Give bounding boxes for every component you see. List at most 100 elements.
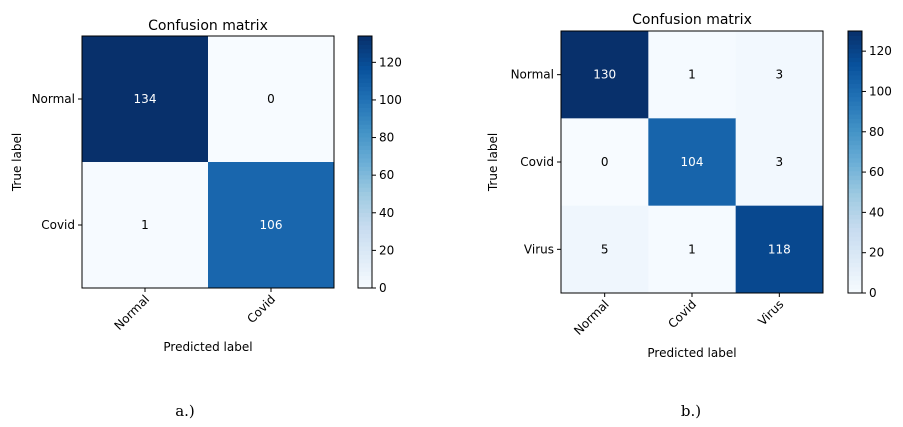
cell-value-label: 104 [681, 155, 704, 169]
colorbar-segment [848, 223, 862, 229]
heatmap-cell [648, 118, 737, 207]
colorbar-segment [358, 237, 372, 243]
chart-a-y-ticks: Normal Covid [32, 92, 82, 232]
colorbar-segment [848, 122, 862, 128]
y-tick-label: Normal [32, 92, 75, 106]
colorbar-segment [848, 210, 862, 215]
colorbar-segment [848, 70, 862, 76]
colorbar-segment [358, 157, 372, 163]
colorbar-segment [848, 218, 862, 224]
chart-a-ylabel: True label [10, 133, 24, 192]
colorbar-frame [357, 35, 373, 289]
colorbar-segment [848, 109, 862, 115]
colorbar-segment [358, 141, 372, 146]
x-tick-label: Covid [244, 292, 278, 326]
heatmap-cell [208, 36, 335, 163]
colorbar-segment [358, 204, 372, 209]
colorbar-segment [848, 35, 862, 41]
chart-a-caption: a.) [175, 402, 195, 420]
colorbar-segment [848, 148, 862, 154]
x-tick-label: Normal [112, 292, 153, 333]
colorbar-tick-label: 100 [379, 93, 402, 107]
colorbar-segment [848, 179, 862, 185]
heatmap-cell [735, 205, 824, 294]
colorbar-segment [358, 241, 372, 247]
colorbar-tick-label: 20 [379, 243, 394, 257]
colorbar-segment [848, 83, 862, 89]
colorbar-segment [848, 61, 862, 67]
heatmap-cell [82, 36, 209, 163]
colorbar-tick-label: 80 [869, 125, 884, 139]
chart-a-title: Confusion matrix [148, 18, 268, 34]
cell-value-label: 3 [776, 68, 784, 82]
colorbar-segment [358, 111, 372, 117]
colorbar-segment [848, 271, 862, 277]
colorbar-tick-label: 60 [379, 168, 394, 182]
heatmap-cell [735, 31, 824, 119]
colorbar-segment [848, 92, 862, 98]
colorbar-segment [358, 124, 372, 129]
colorbar-segment [848, 127, 862, 133]
colorbar-segment [358, 90, 372, 96]
colorbar-tick-label: 0 [869, 286, 877, 300]
y-tick-label: Covid [520, 155, 554, 169]
colorbar-segment [848, 153, 862, 159]
colorbar-segment [848, 275, 862, 281]
colorbar-segment [358, 178, 372, 184]
cell-value-label: 0 [267, 92, 275, 106]
y-tick-label: Covid [41, 218, 75, 232]
colorbar-segment [848, 48, 862, 54]
colorbar-segment [848, 240, 862, 246]
colorbar-segment [848, 227, 862, 233]
heatmap-cell [648, 205, 737, 294]
colorbar-segment [358, 65, 372, 71]
colorbar-segment [358, 82, 372, 87]
colorbar-segment [848, 231, 862, 237]
colorbar-segment [358, 267, 372, 272]
colorbar-segment [848, 52, 862, 58]
cell-value-label: 3 [776, 155, 784, 169]
colorbar-segment [848, 96, 862, 102]
colorbar-segment [358, 195, 372, 201]
colorbar-segment [358, 128, 372, 134]
colorbar-segment [848, 131, 862, 137]
colorbar-segment [848, 166, 862, 172]
colorbar-segment [848, 249, 862, 255]
heatmap-cell [648, 31, 737, 119]
y-tick-label: Normal [511, 68, 554, 82]
colorbar-segment [848, 113, 862, 119]
x-tick-label: Virus [755, 297, 786, 328]
colorbar-segment [358, 275, 372, 281]
cell-value-label: 1 [688, 68, 696, 82]
colorbar-segment [848, 162, 862, 167]
colorbar-segment [848, 279, 862, 285]
chart-b: Confusion matrix 130 1 30 104 35 1 118 NormalC… [486, 12, 892, 420]
colorbar-segment [848, 105, 862, 111]
colorbar-segment [848, 236, 862, 242]
colorbar-tick-label: 100 [869, 84, 892, 98]
colorbar-tick-label: 20 [869, 246, 884, 260]
colorbar-segment [848, 44, 862, 50]
colorbar-segment [358, 78, 372, 83]
colorbar-tick-label: 40 [869, 205, 884, 219]
colorbar-segment [848, 144, 862, 150]
colorbar-segment [848, 253, 862, 259]
colorbar-segment [358, 233, 372, 239]
colorbar-segment [358, 208, 372, 213]
colorbar-segment [358, 162, 372, 167]
colorbar-segment [358, 216, 372, 222]
chart-b-title: Confusion matrix [632, 12, 752, 28]
heatmap-cell [735, 118, 824, 207]
heatmap-cell [561, 31, 649, 119]
colorbar-segment [358, 262, 372, 268]
colorbar-tick-label: 120 [869, 44, 892, 58]
heatmap-cell [561, 205, 649, 294]
colorbar-segment [358, 170, 372, 176]
colorbar-segment [358, 191, 372, 197]
chart-b-caption: b.) [681, 402, 701, 420]
heatmap-cell [208, 162, 335, 289]
colorbar-segment [358, 69, 372, 75]
colorbar-segment [358, 271, 372, 276]
colorbar-segment [358, 132, 372, 138]
colorbar-segment [358, 48, 372, 54]
